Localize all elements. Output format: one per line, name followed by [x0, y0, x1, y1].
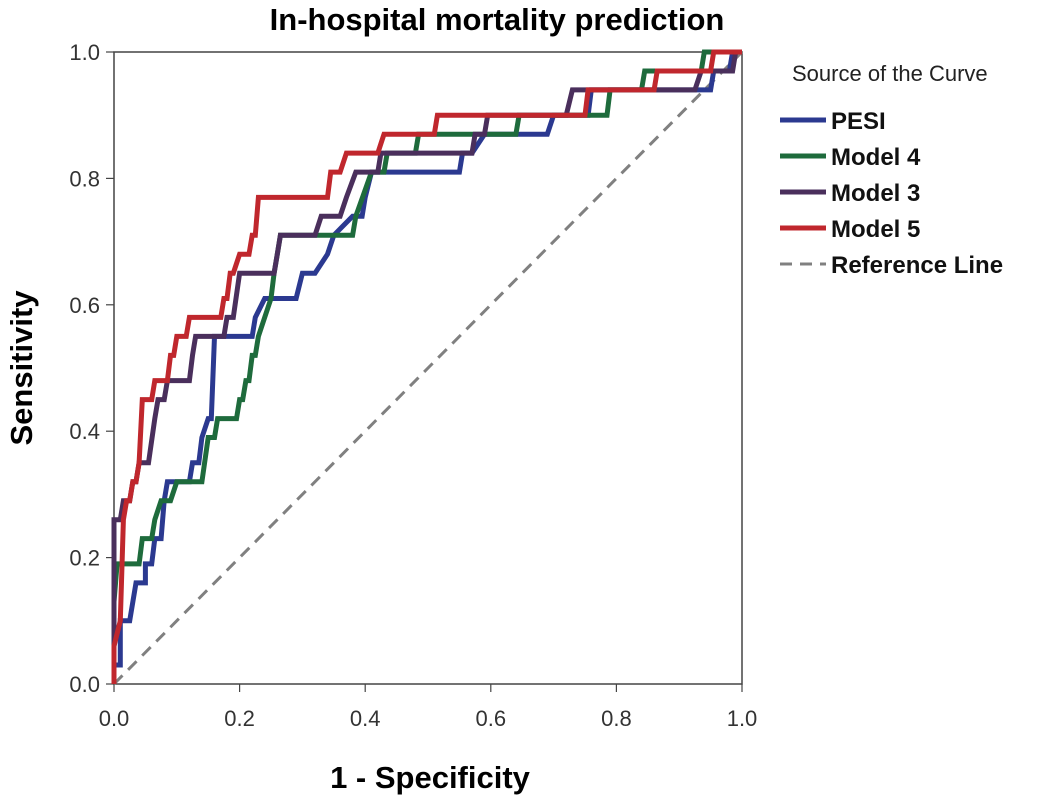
y-tick-label: 0.6: [69, 293, 100, 318]
legend: Source of the Curve PESI Model 4 Model 3 Mo…: [780, 61, 1003, 279]
series-line-pesi: [111, 49, 742, 684]
legend-label-model-3: Model 3: [831, 180, 920, 207]
x-tick-label: 1.0: [727, 706, 758, 731]
x-tick-label: 0.6: [476, 706, 507, 731]
x-axis-ticks: 0.0 0.2 0.4 0.6 0.8 1.0: [99, 684, 758, 731]
series-line-reference-line: [112, 50, 744, 686]
legend-label-model-4: Model 4: [831, 144, 921, 171]
x-tick-label: 0.4: [350, 706, 381, 731]
series-layer: [111, 49, 744, 686]
y-axis-ticks: 0.0 0.2 0.4 0.6 0.8 1.0: [69, 40, 114, 697]
y-tick-label: 1.0: [69, 40, 100, 65]
series-line-model-5: [111, 49, 742, 684]
legend-label-reference-line: Reference Line: [831, 252, 1003, 279]
y-tick-label: 0.0: [69, 672, 100, 697]
y-axis-label: Sensitivity: [4, 290, 39, 446]
legend-label-pesi: PESI: [831, 108, 886, 135]
x-tick-label: 0.8: [601, 706, 632, 731]
y-tick-label: 0.2: [69, 546, 100, 571]
y-tick-label: 0.8: [69, 166, 100, 191]
x-axis-label: 1 - Specificity: [330, 760, 531, 795]
y-tick-label: 0.4: [69, 419, 100, 444]
legend-label-model-5: Model 5: [831, 216, 920, 243]
legend-title: Source of the Curve: [792, 61, 988, 86]
x-tick-label: 0.0: [99, 706, 130, 731]
x-tick-label: 0.2: [224, 706, 255, 731]
chart-title: In-hospital mortality prediction: [270, 2, 725, 37]
